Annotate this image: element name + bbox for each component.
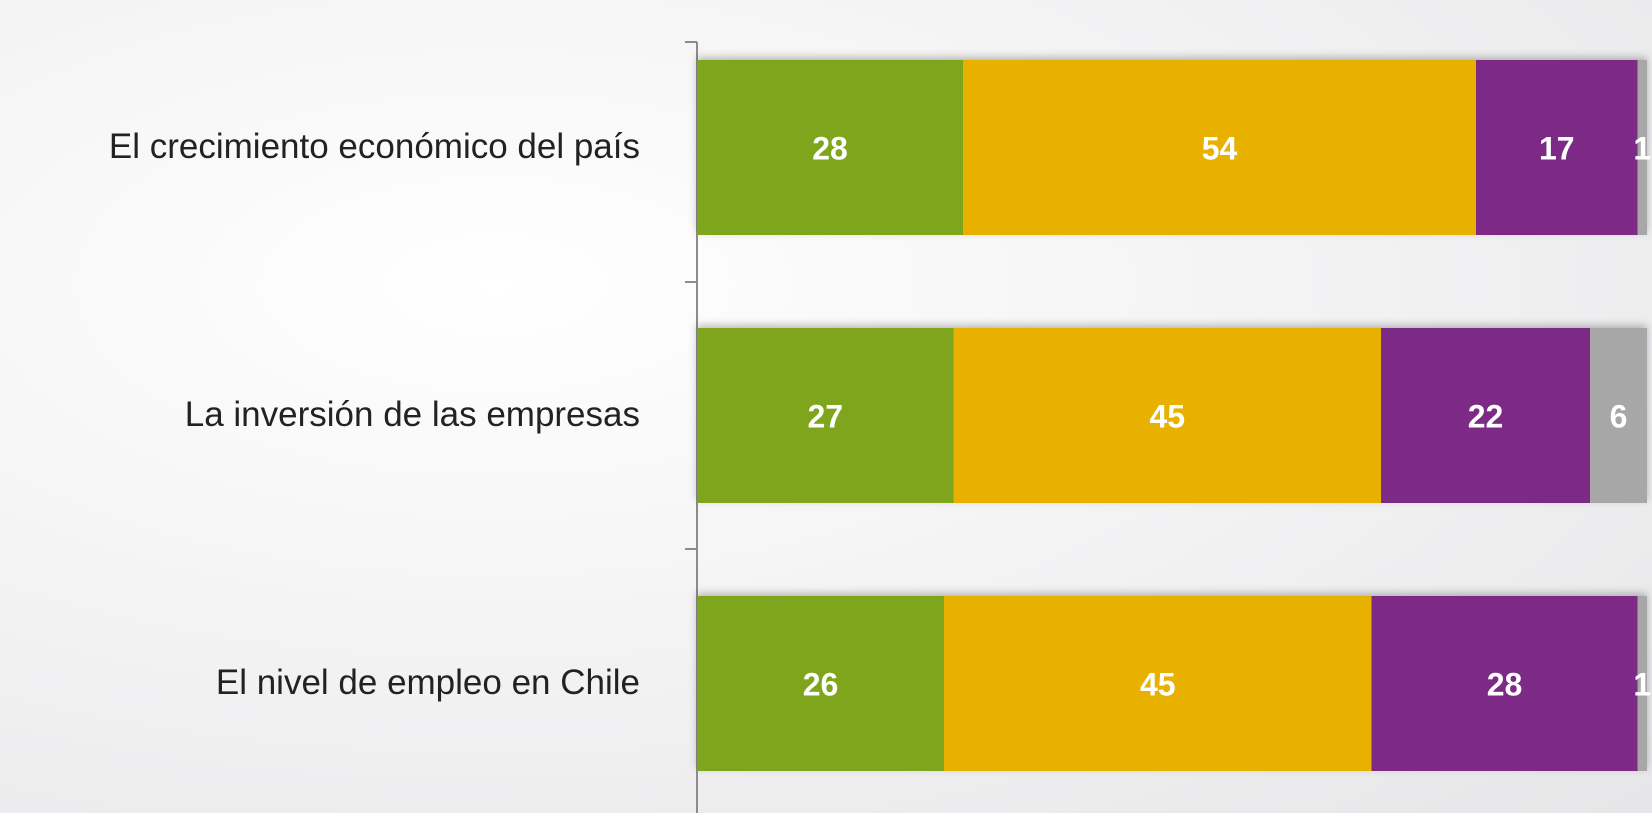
bar-segment [953,328,1381,503]
bar-row-0 [697,60,1647,235]
bar-segment [1371,596,1638,771]
bar-segment [944,596,1372,771]
category-axis [685,41,698,813]
bar-row-2 [697,596,1647,771]
bar-segment [697,596,944,771]
value-label: 6 [1610,399,1628,435]
value-label: 28 [812,131,848,167]
value-label: 17 [1539,131,1575,167]
value-label: 1 [1633,131,1651,167]
bar-segment [1590,328,1647,503]
bar-row-1 [697,328,1647,503]
bars-group [697,60,1647,771]
value-labels-group: 28 54 17 1 27 45 22 6 26 45 28 1 [803,131,1651,703]
value-label: 27 [807,399,843,435]
bar-segment [697,328,954,503]
value-label: 45 [1149,399,1185,435]
value-label: 26 [803,667,839,703]
bar-segment [1637,60,1647,235]
bar-segment [697,60,963,235]
value-label: 45 [1140,667,1176,703]
bar-segment [1637,596,1647,771]
category-label-empleo: El nivel de empleo en Chile [215,663,640,702]
value-label: 1 [1633,667,1651,703]
bar-segment [963,60,1476,235]
bar-segment [1381,328,1590,503]
bar-segment [1476,60,1638,235]
category-label-inversion: La inversión de las empresas [184,395,640,434]
category-label-crecimiento: El crecimiento económico del país [108,127,640,166]
value-label: 28 [1487,667,1523,703]
value-label: 54 [1202,131,1238,167]
value-label: 22 [1468,399,1504,435]
